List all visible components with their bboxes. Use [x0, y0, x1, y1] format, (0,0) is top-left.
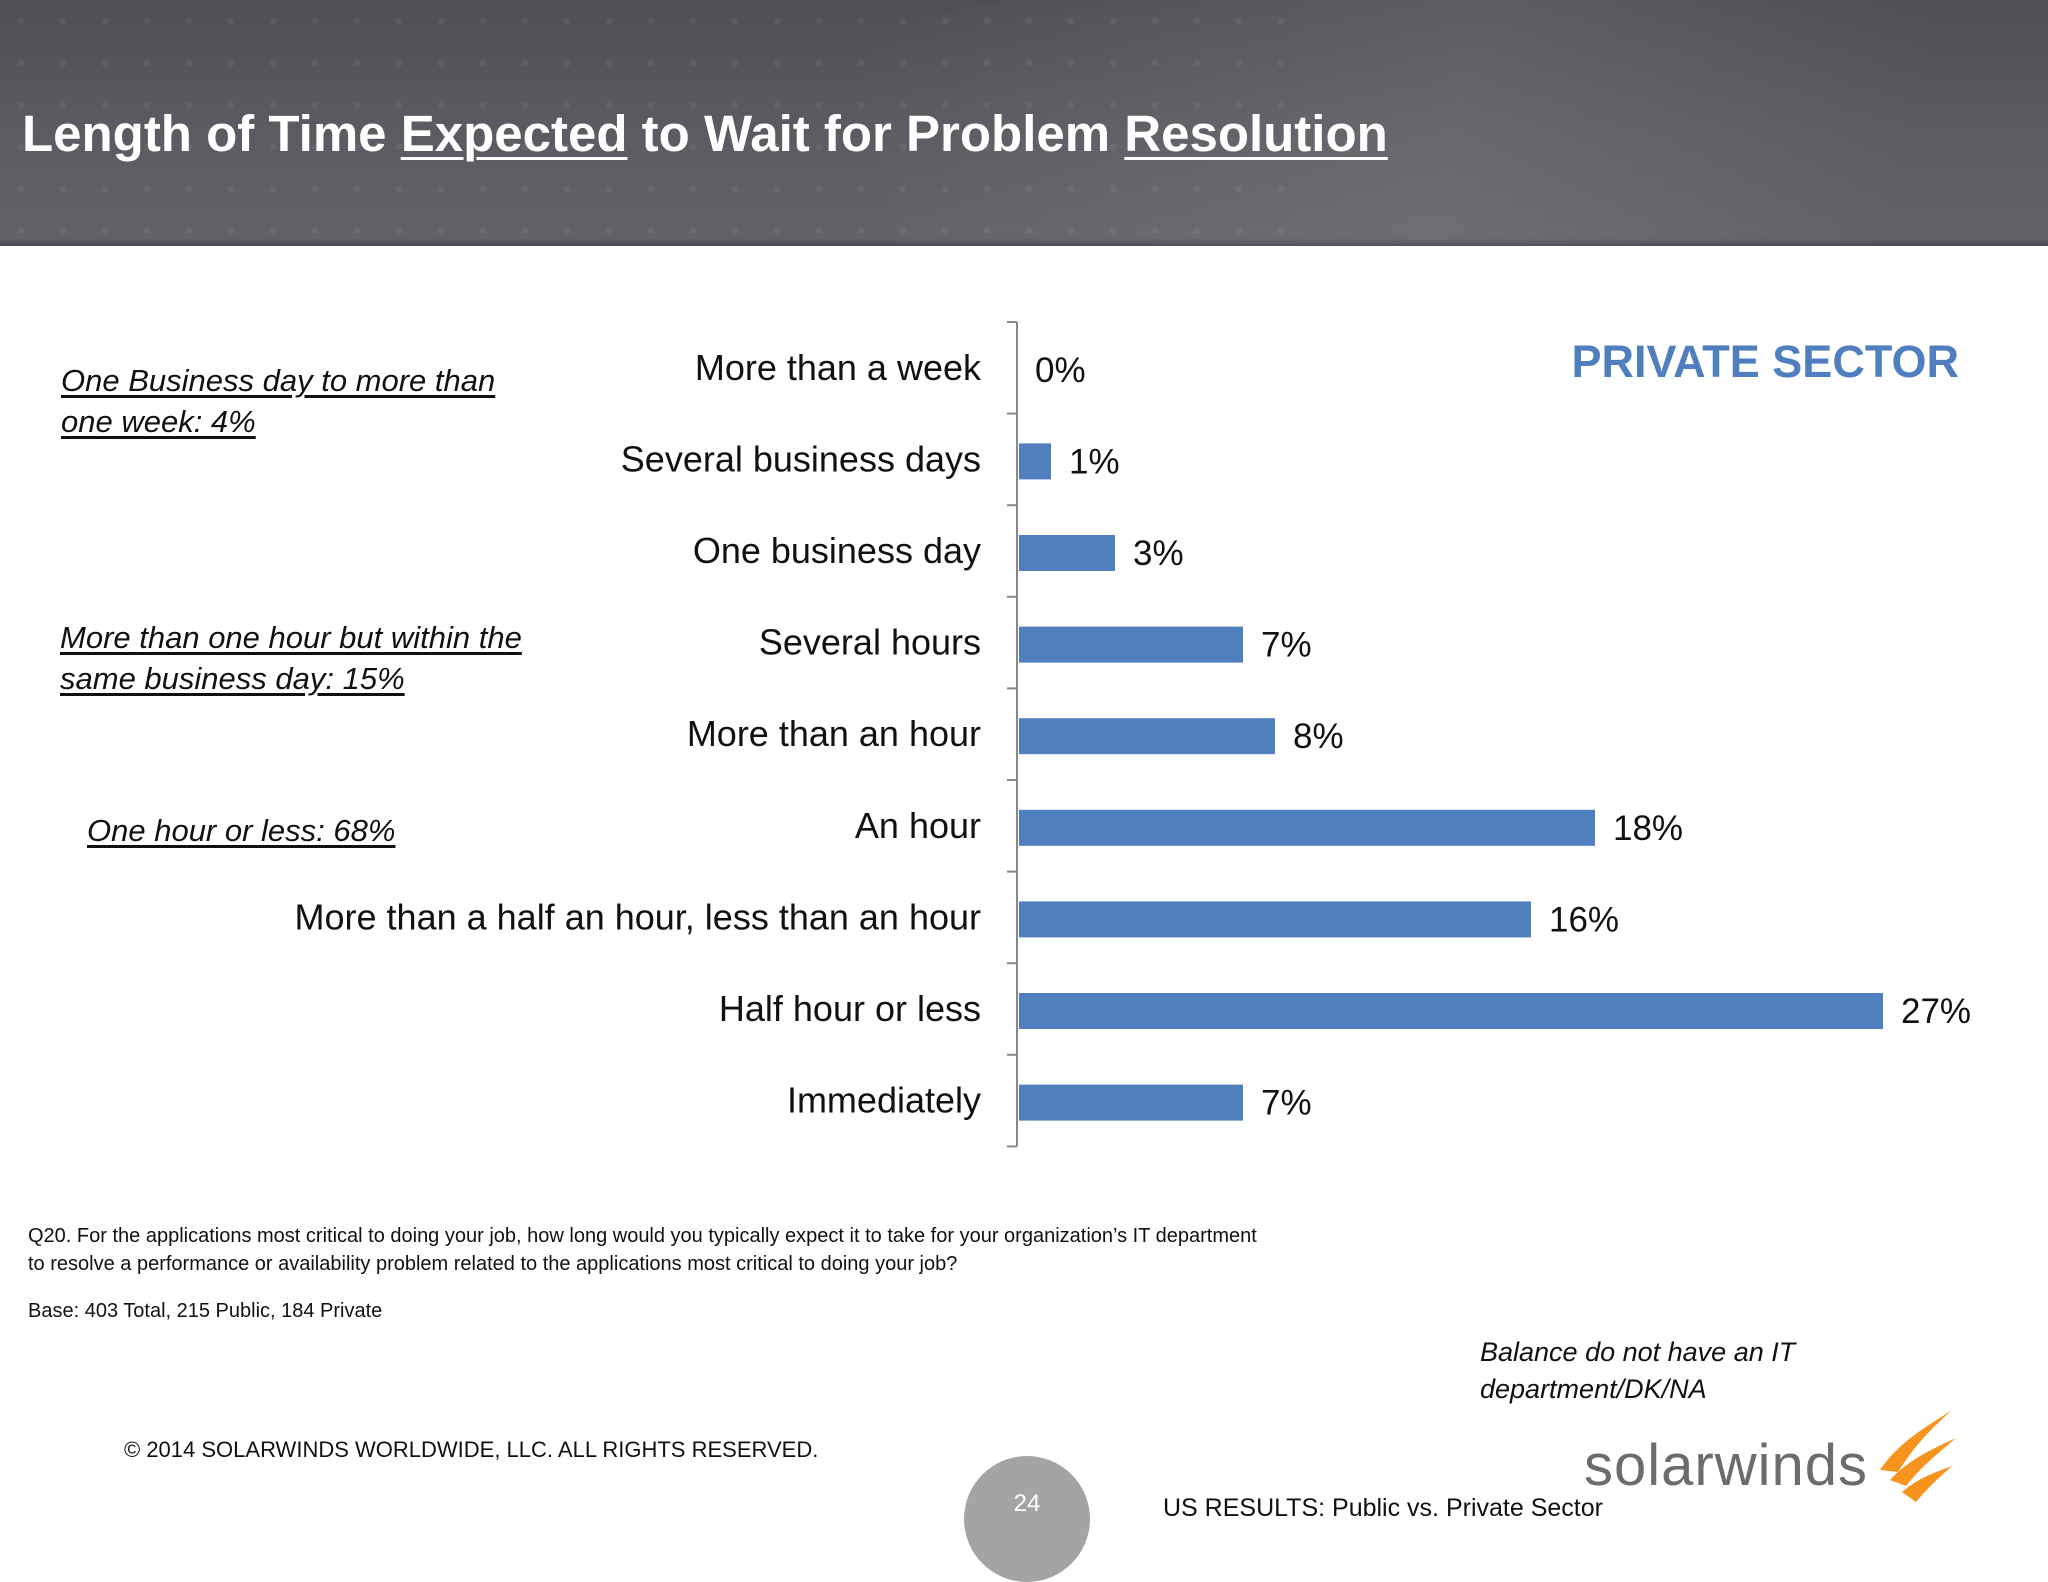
data-label: 16%	[1549, 900, 1619, 939]
side-note-business-day: One Business day to more than one week: …	[61, 363, 496, 439]
sector-label: PRIVATE SECTOR	[1571, 336, 1959, 387]
base-text: Base: 403 Total, 215 Public, 184 Private	[28, 1300, 383, 1322]
title-part-resolution: Resolution	[1124, 105, 1388, 162]
solarwinds-logo-icon	[1880, 1410, 1956, 1502]
bar	[1019, 626, 1243, 663]
data-label: 7%	[1261, 1084, 1312, 1123]
category-label: Several hours	[759, 622, 981, 663]
data-label: 8%	[1293, 717, 1344, 756]
bar-chart: More than a week 0% Several business days 1…	[295, 321, 1971, 1148]
category-label: Half hour or less	[719, 988, 981, 1029]
category-label: One business day	[693, 530, 981, 571]
bar	[1019, 1084, 1243, 1121]
bar	[1019, 809, 1595, 846]
category-label: Immediately	[787, 1080, 981, 1121]
header-dot-pattern	[0, 0, 1300, 246]
category-label: An hour	[855, 805, 981, 846]
header-banner	[0, 0, 2048, 246]
copyright-text: © 2014 SOLARWINDS WORLDWIDE, LLC. ALL RI…	[124, 1437, 819, 1462]
title-part-expected: Expected	[400, 105, 628, 162]
category-label: More than a week	[695, 347, 982, 388]
title-part-3: to Wait for Problem	[627, 105, 1125, 162]
category-label: More than an hour	[687, 713, 981, 754]
logo-wordmark: solarwinds	[1584, 1433, 1868, 1498]
us-results-label: US RESULTS: Public vs. Private Sector	[1163, 1494, 1603, 1522]
header-shadow	[0, 238, 2048, 246]
data-label: 27%	[1901, 992, 1971, 1031]
side-note-same-business-day: More than one hour but within the same b…	[60, 620, 522, 696]
title-part-1: Length of Time	[22, 105, 401, 162]
bar	[1019, 443, 1051, 480]
balance-note: Balance do not have an IT department/DK/…	[1480, 1337, 1796, 1404]
category-label: Several business days	[621, 438, 981, 479]
category-label: More than a half an hour, less than an h…	[295, 896, 981, 937]
page-number-badge	[964, 1456, 1090, 1582]
data-label: 3%	[1133, 534, 1184, 573]
bar	[1019, 993, 1883, 1029]
page-number: 24	[1013, 1490, 1041, 1517]
side-note-one-hour-or-less: One hour or less: 68%	[87, 813, 396, 848]
data-label: 18%	[1613, 809, 1683, 848]
data-label: 1%	[1069, 442, 1120, 481]
question-text: Q20. For the applications most critical …	[28, 1225, 1257, 1275]
bar	[1019, 535, 1115, 571]
data-label: 0%	[1035, 351, 1086, 390]
bar	[1019, 718, 1275, 755]
data-label: 7%	[1261, 626, 1312, 665]
bar	[1019, 901, 1531, 938]
page-title: Length of Time Expected to Wait for Prob…	[22, 104, 1388, 163]
